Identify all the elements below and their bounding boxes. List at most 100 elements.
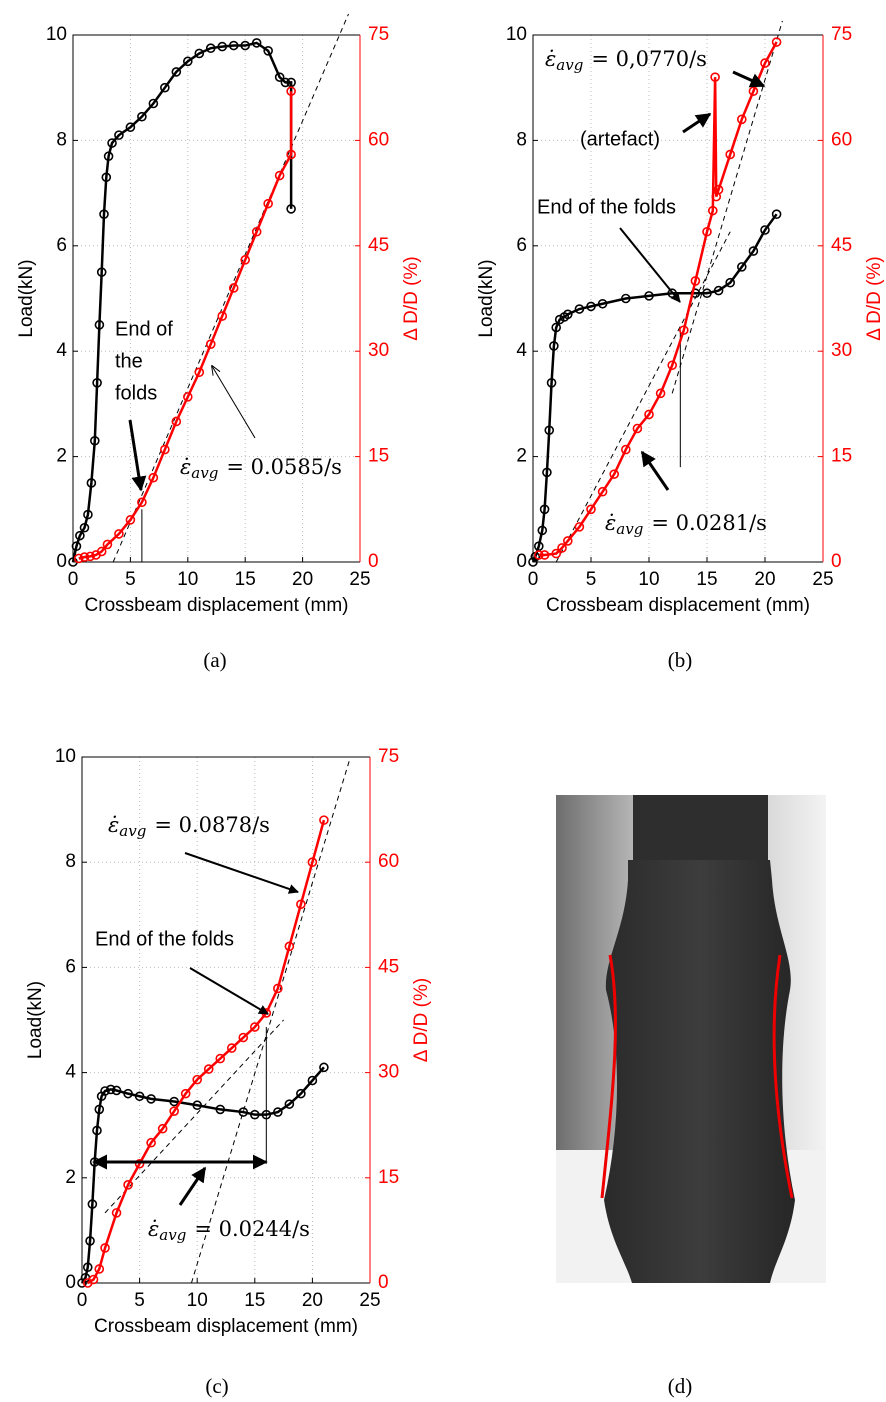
data-point [125,122,136,133]
data-point [240,40,250,51]
data-point [319,1062,329,1073]
y-tick-label: 2 [516,446,527,467]
rate-subscript: avg [159,1226,186,1244]
data-point [83,509,93,520]
y-tick-label: 6 [516,235,527,256]
y2-axis-title: Δ D/D (%) [401,256,422,340]
annotation: folds [115,382,157,404]
y-tick-label: 4 [516,340,527,361]
x-axis-title: Crossbeam displacement (mm) [94,1316,358,1337]
data-point [549,341,559,351]
data-point [82,1262,93,1273]
x-tick-label: 10 [638,569,659,590]
data-point [707,205,718,216]
data-point [79,522,90,533]
data-point [100,1243,110,1253]
data-point [263,198,273,209]
data-point [546,378,557,388]
data-point [307,857,318,868]
data-point [88,1274,99,1285]
data-point [274,72,285,82]
data-point [586,504,596,515]
data-point [94,1264,105,1274]
data-point [284,941,295,952]
x-tick-label: 25 [812,569,833,590]
data-point [106,1084,116,1095]
data-point [94,1104,105,1115]
y2-tick-label: 30 [368,340,389,361]
data-point [137,497,147,508]
data-point [183,392,193,402]
data-point [134,1091,145,1102]
arrow [189,967,269,1015]
rate-annotation: ε̇avg = 0.0281/s [605,511,767,539]
data-point [609,469,620,479]
reference-line [112,13,349,563]
data-point [194,48,205,59]
y-tick-label: 4 [56,340,67,361]
data-point [551,548,562,559]
y2-tick-label: 75 [831,24,852,45]
data-point [92,378,102,388]
rate-subscript: avg [191,464,218,482]
data-point [217,41,228,52]
data-point [263,46,273,56]
data-point [169,1096,179,1107]
x-tick-label: 10 [187,1290,208,1311]
arrow [178,1166,207,1206]
data-point [251,38,262,48]
data-point [284,1099,295,1109]
x-tick-label: 15 [235,569,256,590]
arrow [184,852,299,894]
arrow [640,450,670,491]
x-tick-label: 15 [244,1290,265,1311]
data-point [771,37,782,47]
photo-contour [600,954,617,1199]
data-point [280,77,291,88]
y-tick-label: 8 [65,851,76,872]
data-point [539,504,550,515]
x-tick-label: 20 [754,569,775,590]
data-point [528,557,538,567]
data-point [102,539,113,550]
data-point [203,1064,214,1074]
x-axis-title: Crossbeam displacement (mm) [85,595,349,616]
x-tick-label: 15 [696,569,717,590]
data-point [192,1074,202,1085]
y-tick-label: 4 [65,1062,76,1083]
y2-tick-label: 45 [378,956,399,977]
photo-panel: (d) [556,795,826,1398]
data-point [544,425,555,436]
data-point [90,435,100,446]
reference-line [671,20,783,394]
data-point [125,515,136,525]
y-tick-label: 2 [56,446,67,467]
data-point [228,40,239,51]
data-point [228,283,239,293]
data-point [114,130,124,140]
arrow [619,227,681,303]
data-point [273,1107,283,1117]
data-point [114,529,124,539]
y2-tick-label: 0 [831,551,842,572]
x-tick-label: 25 [349,569,370,590]
data-point [71,541,82,551]
data-point [180,1088,191,1099]
x-tick-label: 5 [134,1290,145,1311]
y-tick-label: 8 [516,129,527,150]
reference-line [104,1019,284,1214]
data-point [296,899,306,910]
data-point [690,276,701,286]
data-point [94,320,105,330]
y-tick-label: 0 [65,1272,76,1293]
y-tick-label: 10 [506,24,527,45]
arrow [732,70,766,88]
data-point [96,267,107,277]
data-point [87,1199,98,1209]
x-tick-label: 10 [177,569,198,590]
data-point [537,525,548,536]
data-point [148,98,159,109]
arrow [212,366,256,439]
